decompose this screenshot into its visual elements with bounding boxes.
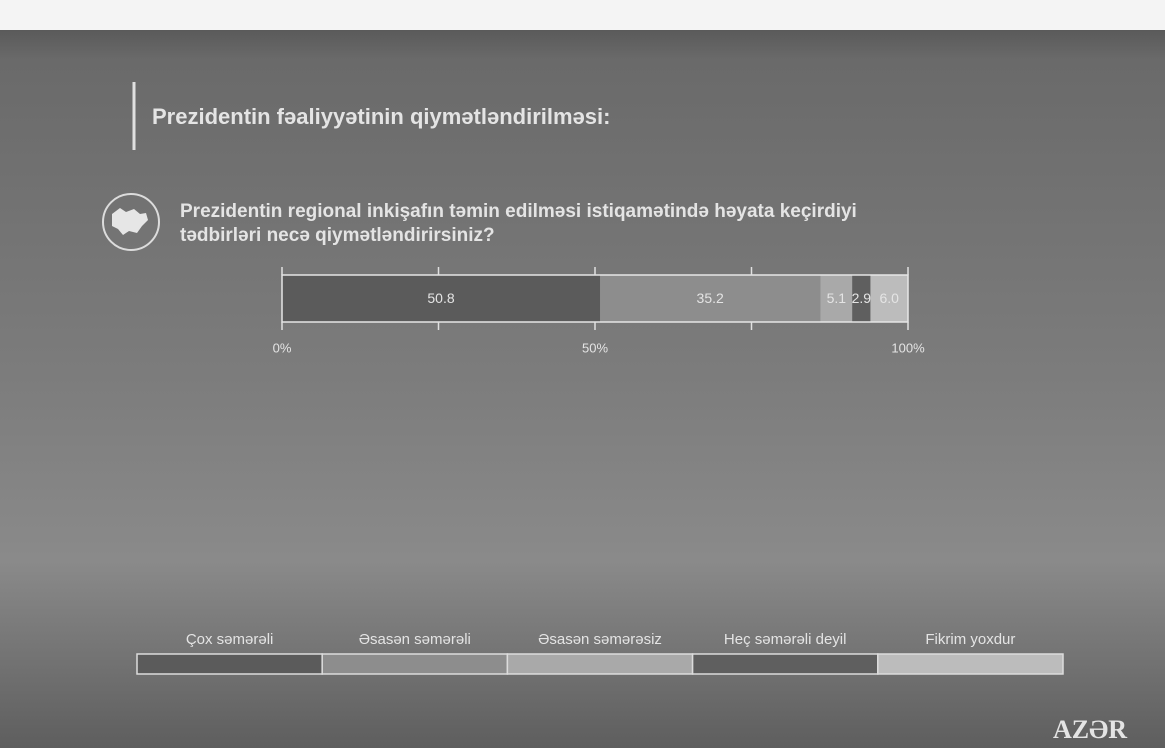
data-label: 5.1 [827,290,847,306]
page: {"chart_data": {"type": "stacked-bar-100… [0,0,1165,748]
question-line: tədbirləri necə qiymətləndirirsiniz? [180,225,495,246]
top-edge [0,0,1165,30]
legend-swatch [507,654,692,674]
legend-label: Əsasən səmərəsiz [538,631,662,648]
legend-label: Fikrim yoxdur [925,631,1015,648]
legend-label: Çox səmərəli [186,631,274,648]
chart-title: Prezidentin fəaliyyətinin qiymətləndiril… [152,104,610,129]
legend-swatch [137,654,322,674]
data-label: 35.2 [697,290,724,306]
data-label: 6.0 [879,290,899,306]
data-label: 50.8 [427,290,454,306]
legend-swatch [322,654,507,674]
chart: Prezidentin fəaliyyətinin qiymətləndiril… [0,0,1165,748]
x-tick-label: 50% [582,340,608,355]
legend-label: Əsasən səmərəli [359,631,471,648]
data-label: 2.9 [852,290,872,306]
watermark: AZƏR [1053,715,1127,744]
x-tick-label: 0% [273,340,292,355]
legend-label: Heç səmərəli deyil [724,631,847,648]
x-tick-label: 100% [891,340,925,355]
legend-swatch [693,654,878,674]
legend-swatch [878,654,1063,674]
question-line: Prezidentin regional inkişafın təmin edi… [180,201,857,222]
